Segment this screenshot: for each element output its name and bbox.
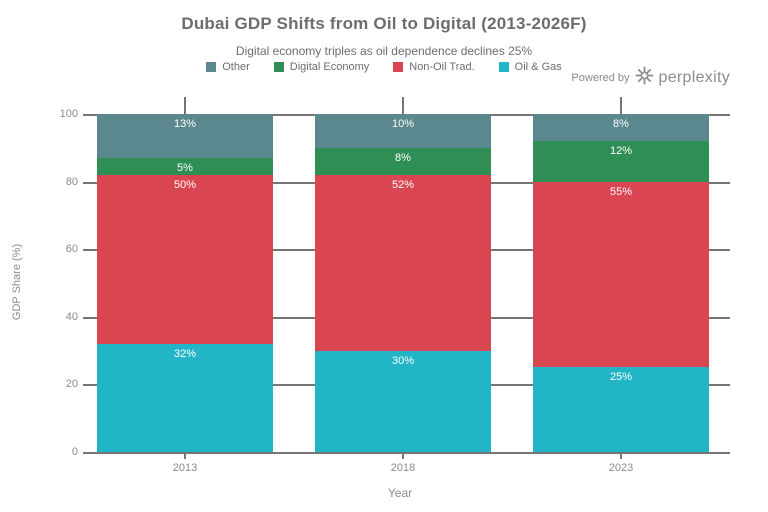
bar-segment-oil-gas[interactable]: 30%: [315, 350, 491, 452]
bar-segment-label: 10%: [391, 118, 415, 130]
y-tick-mark: [83, 249, 96, 252]
stacked-bar-2018: 10% 8% 52% 30%: [315, 114, 491, 452]
bar-segment-digital-economy[interactable]: 5%: [97, 157, 273, 175]
bar-segment-digital-economy[interactable]: 12%: [533, 141, 709, 182]
bar-segment-oil-gas[interactable]: 25%: [533, 367, 709, 452]
bar-segment-oil-gas[interactable]: 32%: [97, 343, 273, 452]
x-tick-label: 2023: [608, 462, 634, 474]
bar-segment-other[interactable]: 8%: [533, 114, 709, 142]
bar-segment-label: 8%: [613, 118, 629, 130]
y-tick-label: 40: [65, 310, 78, 323]
legend: Other Digital Economy Non-Oil Trad. Oil & G…: [0, 61, 768, 73]
bar-segment-label: 52%: [391, 178, 415, 191]
bar-segment-non-oil-trad-[interactable]: 55%: [533, 181, 709, 368]
y-tick-mark: [83, 181, 96, 184]
y-tick-label: 100: [59, 108, 78, 120]
y-axis-title: GDP Share (%): [11, 243, 23, 321]
legend-label: Other: [222, 61, 250, 73]
chart-title: Dubai GDP Shifts from Oil to Digital (20…: [181, 14, 587, 33]
bar-segment-non-oil-trad-[interactable]: 50%: [97, 174, 273, 344]
legend-label: Oil & Gas: [514, 61, 562, 73]
legend-item-oil-gas[interactable]: Oil & Gas: [498, 61, 562, 73]
y-tick-label: 0: [71, 446, 78, 458]
x-gridline-stub: [402, 97, 404, 114]
y-tick-mark: [83, 316, 96, 319]
bar-segment-label: 5%: [177, 161, 193, 174]
bar-segment-label: 55%: [609, 185, 633, 198]
legend-item-non-oil-trad-[interactable]: Non-Oil Trad.: [393, 61, 475, 73]
y-tick-mark: [83, 452, 96, 454]
legend-swatch: [273, 62, 284, 72]
y-tick-label: 80: [65, 175, 78, 188]
bar-segment-digital-economy[interactable]: 8%: [315, 147, 491, 175]
x-tick-mark: [620, 454, 622, 459]
y-tick-label: 60: [65, 243, 78, 256]
legend-swatch: [393, 62, 404, 72]
x-gridline-stub: [184, 97, 186, 114]
x-tick-mark: [402, 454, 404, 459]
legend-swatch: [498, 62, 509, 72]
powered-by-label: Powered by: [571, 72, 630, 84]
bar-segment-label: 8%: [395, 151, 411, 164]
stacked-bar-2013: 13% 5% 50% 32%: [97, 114, 273, 452]
bar-segment-other[interactable]: 10%: [315, 114, 491, 148]
perplexity-wordmark: perplexity: [658, 69, 730, 86]
bar-segment-label: 32%: [173, 347, 197, 360]
legend-item-digital-economy[interactable]: Digital Economy: [273, 61, 370, 73]
x-tick-label: 2013: [172, 462, 198, 474]
x-tick-mark: [184, 454, 186, 459]
x-tick-label: 2018: [390, 462, 416, 474]
legend-swatch: [206, 62, 217, 72]
perplexity-asterisk-icon: [635, 66, 654, 90]
legend-item-other[interactable]: Other: [206, 61, 250, 73]
chart-subtitle: Digital economy triples as oil dependenc…: [235, 44, 533, 58]
powered-by: Powered by perplexity: [565, 66, 730, 90]
y-tick-mark: [83, 114, 96, 116]
bar-segment-label: 50%: [173, 178, 197, 191]
bar-segment-label: 12%: [609, 145, 633, 158]
bar-segment-label: 30%: [391, 354, 415, 367]
bar-segment-label: 25%: [609, 371, 633, 384]
y-gridline: [96, 452, 730, 454]
bar-segment-non-oil-trad-[interactable]: 52%: [315, 174, 491, 351]
x-axis-title: Year: [387, 486, 413, 500]
stacked-bar-2023: 8% 12% 55% 25%: [533, 114, 709, 452]
x-gridline-stub: [620, 97, 622, 114]
bar-segment-label: 13%: [173, 118, 197, 130]
bar-segment-other[interactable]: 13%: [97, 114, 273, 158]
legend-label: Digital Economy: [289, 61, 370, 73]
y-tick-mark: [83, 384, 96, 387]
legend-label: Non-Oil Trad.: [409, 61, 475, 73]
y-tick-label: 20: [65, 378, 78, 391]
